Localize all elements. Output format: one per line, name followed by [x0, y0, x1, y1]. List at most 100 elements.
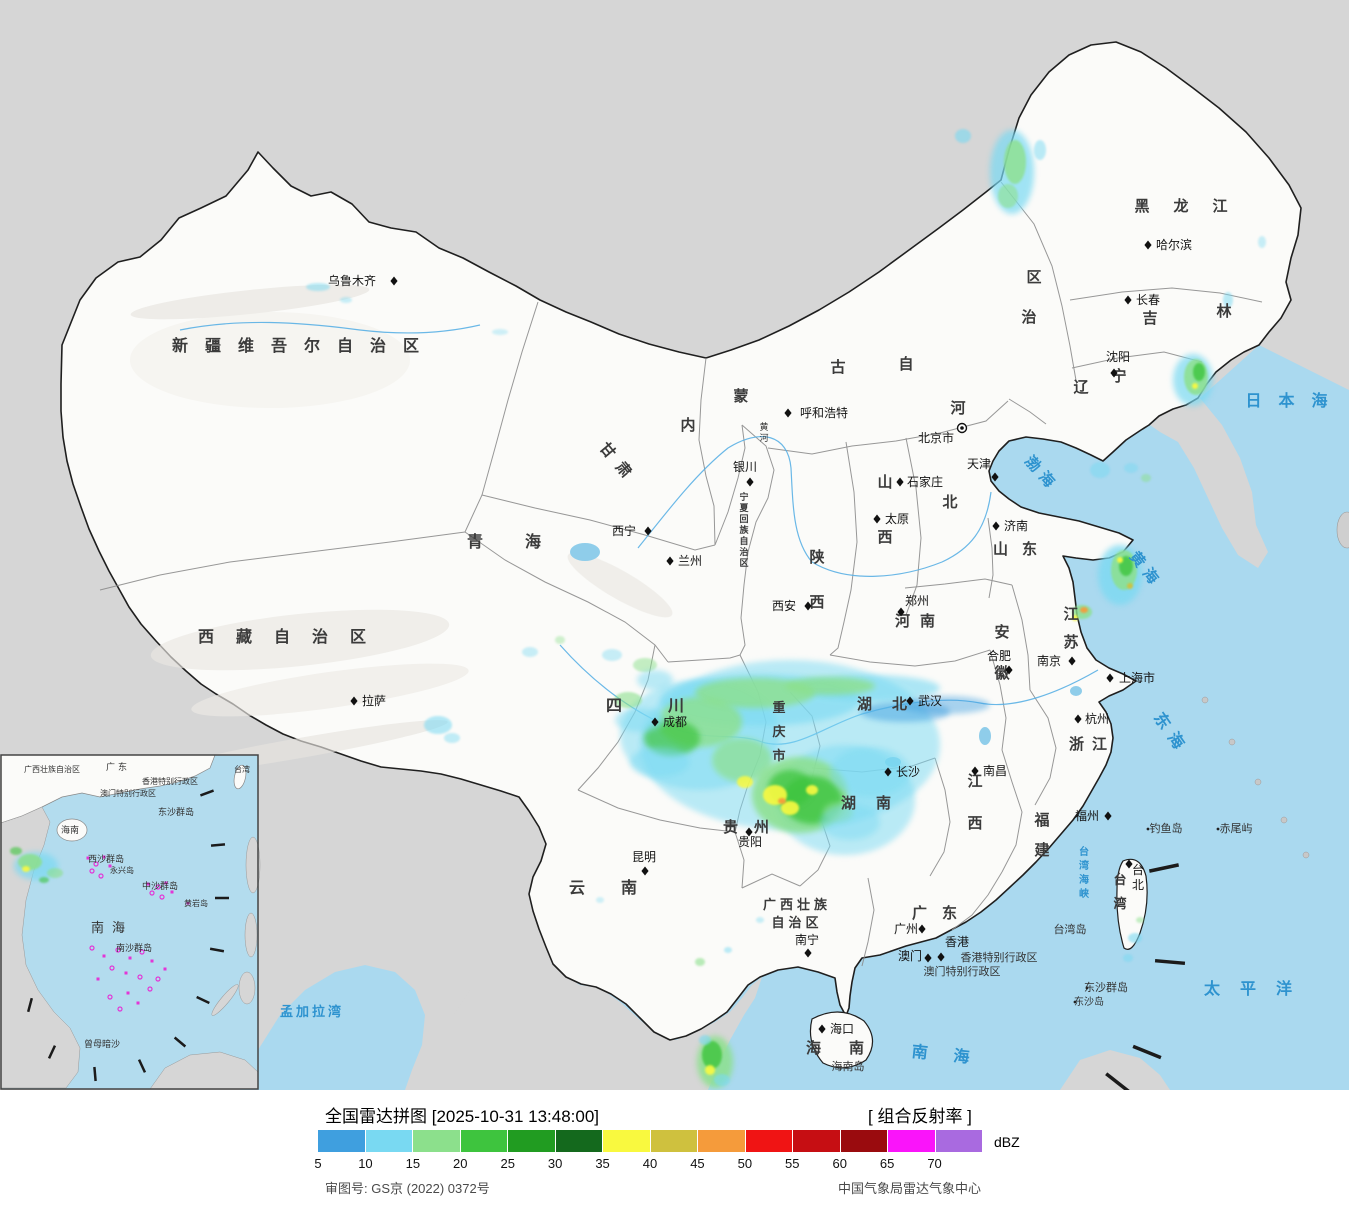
radar-echo [1223, 292, 1233, 308]
radar-echo [10, 847, 22, 855]
reef-mark [108, 864, 112, 868]
province-label: 贵州 [723, 818, 785, 836]
city-marker [1110, 368, 1118, 378]
city-marker [1124, 295, 1132, 305]
inset-label: 台湾 [234, 764, 250, 774]
inset-boundary-dash [199, 789, 215, 797]
scale-cell-55 [793, 1130, 841, 1152]
reef-mark [155, 976, 161, 982]
city-marker [1144, 240, 1152, 250]
city-label: 福州 [1075, 808, 1099, 823]
radar-echo [737, 776, 753, 788]
radar-echo [614, 692, 642, 708]
city-label: 武汉 [918, 694, 942, 708]
city-marker [641, 866, 649, 876]
inset-label: 南海 [91, 920, 133, 935]
reef-mark [163, 967, 167, 971]
province-label: 台湾 [1113, 872, 1126, 911]
reef-mark [128, 956, 132, 960]
island-label: 台湾岛 [1054, 922, 1087, 936]
reef-mark [159, 894, 165, 900]
province-label: 海南 [806, 1039, 892, 1057]
map-approval-number: 审图号: GS京 (2022) 0372号 [325, 1181, 490, 1196]
scale-cell-20 [460, 1130, 508, 1152]
scale-cell-30 [555, 1130, 603, 1152]
legend-title: 全国雷达拼图 [2025-10-31 13:48:00] [325, 1107, 600, 1126]
radar-echo [756, 917, 764, 923]
province-label: 自 [898, 355, 913, 373]
city-label: 太原 [885, 511, 909, 526]
province-label: 治 [1021, 308, 1036, 326]
scale-tick-15: 15 [405, 1156, 421, 1171]
radar-echo [424, 716, 452, 734]
inset-label: 永兴岛 [110, 865, 134, 875]
scale-tick-60: 60 [832, 1156, 847, 1171]
inset-philippines [211, 836, 261, 1016]
scale-tick-65: 65 [879, 1156, 895, 1171]
radar-echo [724, 947, 732, 953]
province-label: 四川 [606, 698, 730, 715]
reef-mark [107, 994, 113, 1000]
city-label: 长沙 [896, 765, 920, 779]
city-marker [924, 953, 932, 963]
city-marker [1068, 656, 1076, 666]
city-label: 广州 [894, 922, 918, 936]
province-label: 浙江 [1069, 735, 1115, 753]
sea-label: 日本海 [1245, 391, 1344, 410]
inset-echo-layer [10, 847, 63, 883]
city-marker [804, 948, 812, 958]
inset-boundary-dash [210, 843, 226, 847]
inset-border [0, 754, 259, 1090]
reef-mark [89, 868, 95, 874]
city-label: 拉萨 [362, 693, 386, 708]
city-label: 昆明 [632, 850, 656, 864]
scale-tick-50: 50 [737, 1156, 753, 1171]
city-label: 南宁 [795, 932, 819, 947]
boundary-dash [1105, 1072, 1131, 1090]
island-dot [1146, 827, 1150, 831]
city-label: 上海市 [1119, 670, 1155, 685]
province-label: 江苏 [1063, 605, 1078, 651]
scale-tick-30: 30 [547, 1156, 563, 1171]
island-dot-layer [1073, 827, 1220, 1004]
reef-mark [126, 991, 130, 995]
radar-echo [1128, 933, 1142, 943]
city-marker [1005, 665, 1013, 675]
province-label: 云南 [569, 878, 673, 897]
reef-mark [117, 1006, 123, 1012]
scale-tick-25: 25 [500, 1156, 515, 1171]
island-dot [1216, 827, 1220, 831]
sea-pacific [560, 420, 1349, 1090]
inset-label: 曾母暗沙 [84, 1038, 120, 1049]
radar-echo [1123, 954, 1133, 962]
city-label: 成都 [663, 715, 687, 729]
reef-mark [115, 947, 121, 953]
boundary-dash [1148, 863, 1180, 873]
inset-boundary-dash [137, 1059, 147, 1073]
radar-echo [39, 877, 49, 883]
province-label: 安徽 [993, 623, 1010, 682]
province-label: 辽 [1073, 379, 1088, 396]
scale-cell-50 [745, 1130, 793, 1152]
reef-mark [124, 971, 128, 975]
luzon-land [1060, 1050, 1170, 1090]
province-label: 湖南 [841, 794, 911, 812]
inset-label: 黄岩岛 [184, 898, 208, 908]
scale-cell-35 [603, 1130, 651, 1152]
province-label: 北 [942, 494, 957, 511]
reef-mark [139, 949, 145, 955]
radar-echo-layer [306, 129, 1266, 1088]
province-label: 区 [1026, 269, 1041, 286]
radar-echo [699, 1035, 711, 1045]
radar-echo [492, 329, 508, 335]
scale-cell-45 [698, 1130, 746, 1152]
korea-land [1150, 398, 1268, 568]
scale-cell-5 [318, 1130, 366, 1152]
city-marker [666, 556, 674, 566]
city-marker [896, 477, 904, 487]
inset-label: 澳门特别行政区 [100, 788, 156, 798]
radar-echo [47, 868, 63, 878]
city-label: 天津 [967, 457, 991, 471]
